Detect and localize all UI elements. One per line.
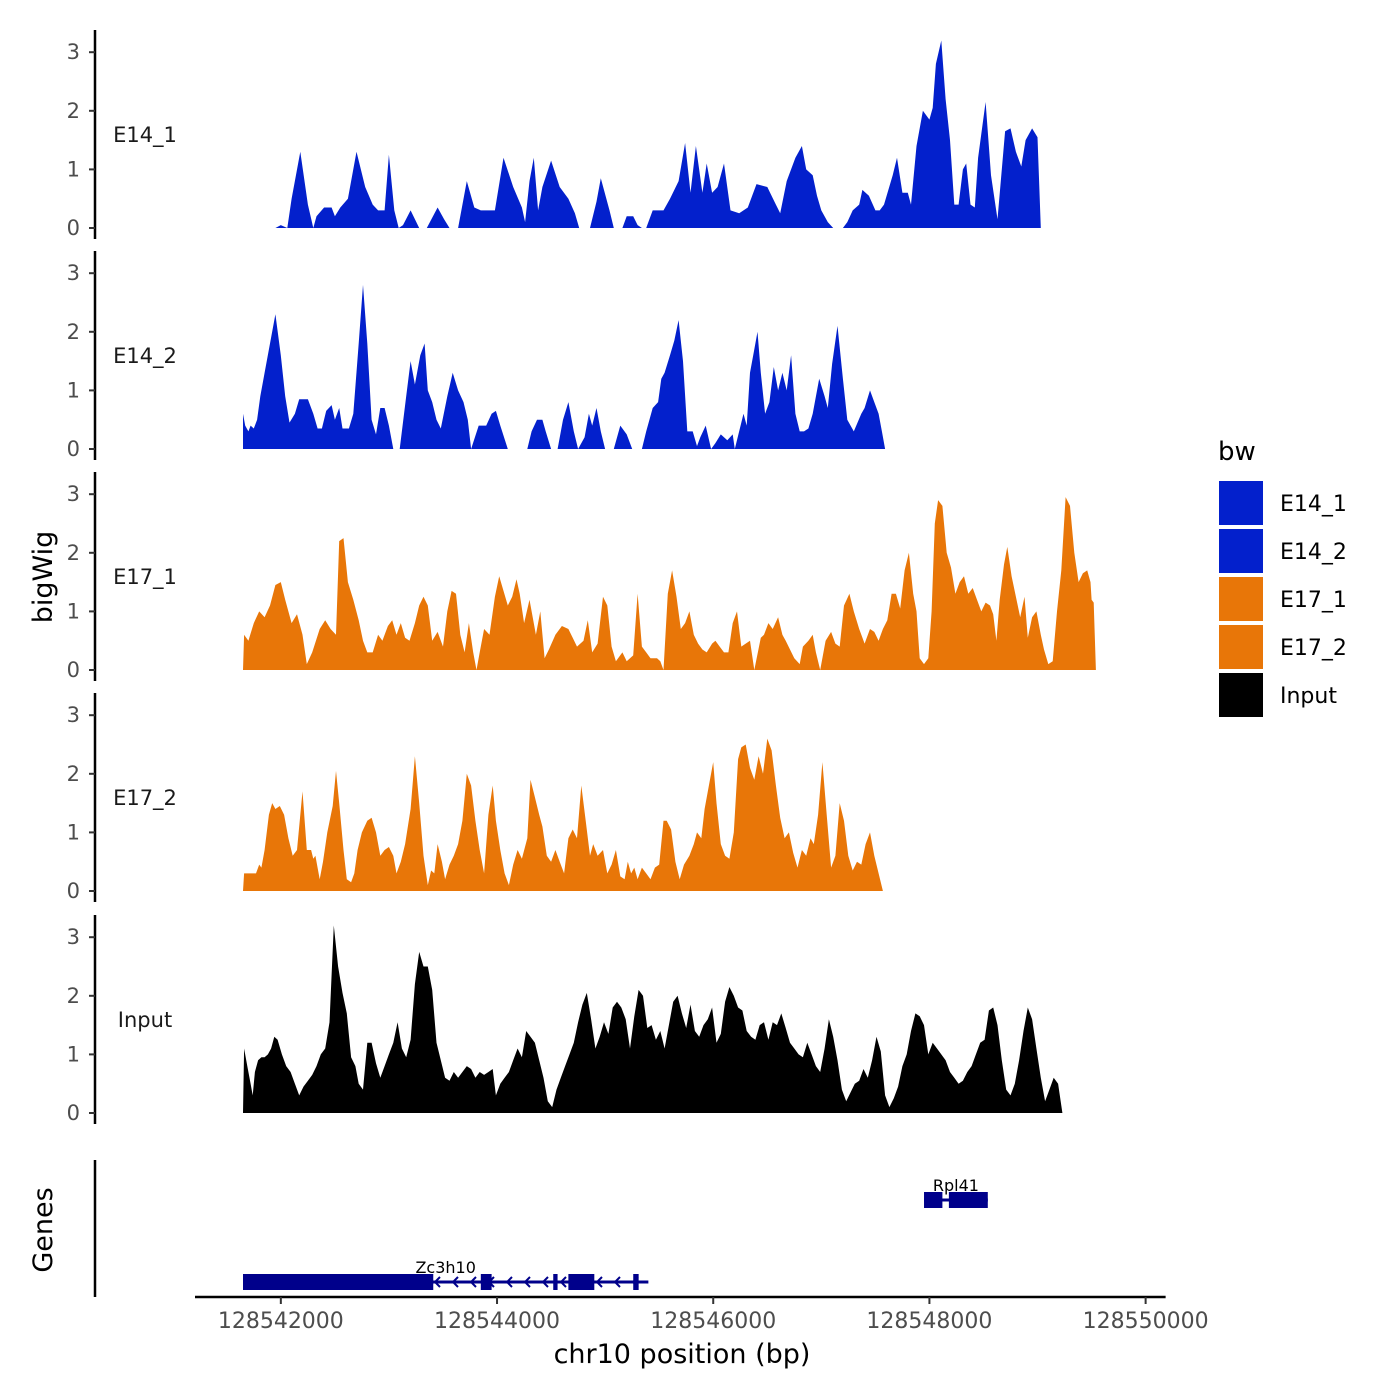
x-axis-title: chr10 position (bp): [554, 1339, 811, 1370]
legend-swatch: [1217, 623, 1265, 671]
y-tick-label: 1: [67, 599, 80, 623]
y-tick-label: 1: [67, 378, 80, 402]
y-tick-label: 0: [67, 216, 80, 240]
track-label: E17_1: [113, 565, 177, 590]
x-tick-label: 128546000: [650, 1309, 776, 1334]
strand-arrow: [613, 1276, 621, 1288]
track-input: 0 1 2 3 Input: [67, 915, 1063, 1125]
strand-arrow: [451, 1276, 459, 1288]
x-tick-label: 128544000: [434, 1309, 560, 1334]
legend: bw E14_1 E14_2 E17_1 E17_2 Input: [1217, 437, 1347, 719]
y-tick-label: 3: [67, 40, 80, 64]
strand-arrow: [541, 1276, 549, 1288]
legend-item-e14-2: E14_2: [1217, 527, 1347, 575]
legend-item-e14-1: E14_1: [1217, 479, 1347, 527]
y-tick-label: 2: [67, 984, 80, 1008]
legend-label: E14_2: [1280, 540, 1347, 565]
x-tick-label: 128550000: [1083, 1309, 1209, 1334]
strand-arrow: [505, 1276, 513, 1288]
track-label: Input: [118, 1008, 172, 1032]
y-tick-label: 0: [67, 879, 80, 903]
signal-area: [243, 738, 883, 891]
legend-item-e17-2: E17_2: [1217, 623, 1347, 671]
y-tick-label: 3: [67, 703, 80, 727]
track-label: E17_2: [113, 786, 177, 811]
strand-arrow: [433, 1276, 441, 1288]
exon: [924, 1192, 943, 1208]
x-axis: 128542000 128544000 128546000 128548000 1285…: [195, 1295, 1209, 1334]
x-tick-label: 128548000: [866, 1309, 992, 1334]
y-tick-label: 3: [67, 482, 80, 506]
strand-arrow: [523, 1276, 531, 1288]
signal-area: [243, 284, 886, 449]
exon: [948, 1192, 988, 1208]
y-tick-label: 1: [67, 1042, 80, 1066]
legend-label: E17_2: [1280, 636, 1347, 661]
legend-swatch: [1217, 479, 1265, 527]
strand-arrow: [559, 1276, 567, 1288]
legend-title: bw: [1218, 437, 1256, 467]
exon: [480, 1274, 492, 1290]
gene-panel: Rpl41 Zc3h10: [93, 1160, 988, 1297]
y-tick-label: 3: [67, 925, 80, 949]
y-tick-label: 0: [67, 1101, 80, 1125]
exon: [633, 1274, 639, 1290]
y-tick-label: 0: [67, 658, 80, 682]
y-tick-label: 2: [67, 541, 80, 565]
strand-arrow: [595, 1276, 603, 1288]
legend-label: Input: [1280, 684, 1337, 709]
exon: [553, 1274, 558, 1290]
exon: [568, 1274, 595, 1290]
y-tick-label: 1: [67, 820, 80, 844]
y-tick-label: 2: [67, 762, 80, 786]
legend-item-e17-1: E17_1: [1217, 575, 1347, 623]
legend-swatch: [1217, 575, 1265, 623]
gene-rpl41: Rpl41: [924, 1176, 988, 1208]
track-label: E14_2: [113, 344, 177, 369]
y-tick-label: 0: [67, 437, 80, 461]
y-axis-title: bigWig: [28, 531, 59, 624]
legend-label: E14_1: [1280, 492, 1347, 517]
legend-swatch: [1217, 527, 1265, 575]
legend-label: E17_1: [1280, 588, 1347, 613]
legend-item-input: Input: [1217, 671, 1337, 719]
track-e17-2: 0 1 2 3 E17_2: [67, 693, 883, 903]
track-e14-2: 0 1 2 3 E14_2: [67, 251, 886, 461]
genes-panel-title: Genes: [28, 1187, 59, 1272]
y-tick-label: 3: [67, 261, 80, 285]
y-tick-label: 2: [67, 320, 80, 344]
track-label: E14_1: [113, 123, 177, 148]
signal-tracks: 0 1 2 3 E14_1 0 1 2 3 E14_2 0 1 2 3 E17_1 0 1 2 3 E17_2 0 1 2 3…: [67, 30, 1096, 1125]
legend-swatch: [1217, 671, 1265, 719]
gene-label: Zc3h10: [415, 1258, 475, 1277]
gene-zc3h10: Zc3h10: [243, 1258, 649, 1290]
track-e17-1: 0 1 2 3 E17_1: [67, 472, 1096, 682]
track-e14-1: 0 1 2 3 E14_1: [67, 30, 1041, 240]
signal-area: [243, 497, 1096, 670]
signal-area: [243, 925, 1063, 1113]
signal-area: [275, 40, 1041, 228]
y-tick-label: 1: [67, 157, 80, 181]
strand-arrow: [469, 1276, 477, 1288]
gene-label: Rpl41: [933, 1176, 979, 1195]
x-tick-label: 128542000: [218, 1309, 344, 1334]
exon: [243, 1274, 434, 1290]
y-tick-label: 2: [67, 99, 80, 123]
